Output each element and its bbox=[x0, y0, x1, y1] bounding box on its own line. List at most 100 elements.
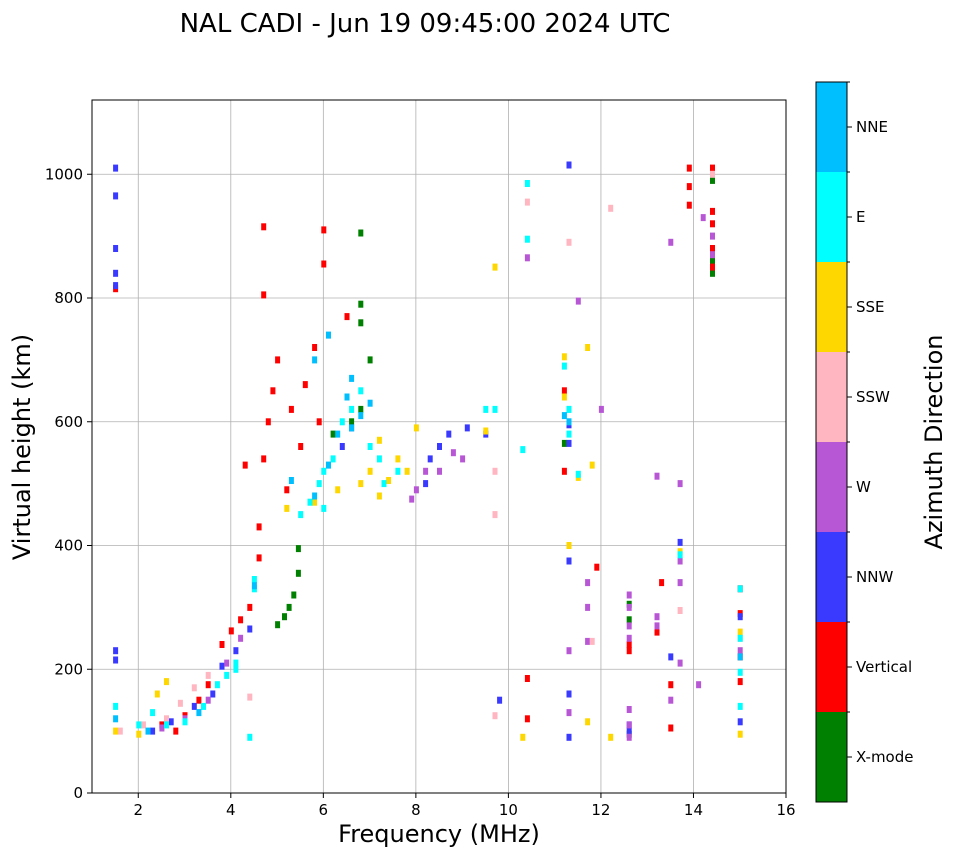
echo-point-vertical bbox=[710, 207, 715, 215]
echo-point-sse bbox=[386, 477, 392, 484]
echo-point-sse bbox=[585, 718, 591, 726]
echo-point-e bbox=[233, 665, 239, 673]
echo-point-vertical bbox=[261, 223, 267, 231]
echo-point-nnw bbox=[339, 443, 345, 450]
chart-title: NAL CADI - Jun 19 09:45:00 2024 UTC bbox=[180, 9, 671, 39]
echo-point-e bbox=[561, 362, 567, 370]
echo-point-x-mode bbox=[710, 269, 715, 277]
echo-point-w bbox=[677, 579, 683, 587]
y-axis-label: Virtual height (km) bbox=[8, 334, 36, 560]
echo-point-vertical bbox=[668, 681, 674, 689]
x-tick-label: 8 bbox=[411, 801, 421, 819]
echo-point-ssw bbox=[164, 715, 169, 723]
echo-point-nne bbox=[196, 709, 202, 717]
echo-point-nnw bbox=[113, 647, 119, 655]
colorbar-label-ssw: SSW bbox=[856, 388, 890, 406]
echo-point-w bbox=[677, 480, 683, 488]
echo-point-x-mode bbox=[358, 229, 364, 237]
y-axis-ticks: 0 200 400 600 800 1000 bbox=[45, 165, 92, 802]
echo-point-vertical bbox=[710, 263, 715, 271]
echo-point-vertical bbox=[626, 647, 632, 655]
colorbar-segment-vertical bbox=[816, 622, 847, 712]
echo-point-w bbox=[626, 721, 632, 729]
echo-point-w bbox=[626, 603, 632, 611]
echo-point-vertical bbox=[302, 381, 308, 389]
echo-point-vertical bbox=[256, 554, 262, 562]
echo-point-nne bbox=[367, 399, 373, 407]
echo-point-sse bbox=[136, 730, 142, 738]
echo-point-e bbox=[395, 467, 401, 475]
echo-point-ssw bbox=[140, 721, 146, 729]
echo-point-ssw bbox=[247, 693, 253, 701]
colorbar-label: Azimuth Direction bbox=[920, 335, 948, 550]
echo-point-nnw bbox=[566, 690, 572, 698]
echo-point-w bbox=[566, 647, 572, 655]
echo-point-x-mode bbox=[710, 176, 715, 184]
echo-point-nnw bbox=[446, 430, 452, 438]
echo-point-nnw bbox=[113, 245, 119, 252]
echo-point-w bbox=[238, 634, 244, 642]
echo-point-w bbox=[668, 696, 674, 704]
echo-point-nnw bbox=[677, 538, 683, 546]
colorbar-segment-nnw bbox=[816, 532, 847, 622]
x-axis-ticks: 2 4 6 8 10 12 14 16 bbox=[133, 793, 796, 819]
echo-point-sse bbox=[589, 461, 595, 469]
echo-point-nnw bbox=[566, 439, 572, 447]
echo-point-x-mode bbox=[286, 603, 292, 611]
echo-point-w bbox=[737, 647, 743, 655]
echo-point-e bbox=[349, 405, 355, 413]
echo-point-ssw bbox=[191, 684, 197, 692]
echo-point-ssw bbox=[492, 712, 498, 720]
echo-point-e bbox=[150, 709, 156, 717]
echo-point-e bbox=[164, 721, 169, 729]
x-tick-label: 16 bbox=[776, 801, 795, 819]
echo-point-nne bbox=[326, 461, 331, 469]
echo-point-w bbox=[205, 696, 211, 704]
echo-point-x-mode bbox=[626, 616, 632, 624]
echo-point-vertical bbox=[524, 675, 530, 682]
echo-point-w bbox=[566, 709, 572, 717]
echo-point-nnw bbox=[737, 613, 743, 621]
echo-point-x-mode bbox=[330, 430, 336, 438]
x-tick-label: 2 bbox=[133, 801, 143, 819]
echo-point-w bbox=[710, 232, 715, 240]
echo-point-vertical bbox=[561, 467, 567, 475]
echo-point-vertical bbox=[321, 226, 327, 234]
echo-point-w bbox=[224, 659, 230, 667]
echo-point-nnw bbox=[113, 282, 119, 290]
echo-point-e bbox=[247, 733, 253, 741]
echo-point-vertical bbox=[594, 563, 600, 571]
colorbar-segment-nne bbox=[816, 82, 847, 172]
echo-point-e bbox=[520, 446, 526, 454]
echo-point-w bbox=[585, 603, 591, 611]
echo-point-nnw bbox=[113, 269, 119, 277]
echo-point-nne bbox=[335, 430, 341, 438]
echo-point-vertical bbox=[242, 461, 248, 469]
x-tick-label: 12 bbox=[591, 801, 610, 819]
x-tick-label: 14 bbox=[684, 801, 703, 819]
echo-point-nnw bbox=[168, 718, 174, 726]
echo-point-w bbox=[585, 637, 591, 645]
echo-point-nnw bbox=[566, 161, 572, 169]
echo-point-e bbox=[381, 480, 387, 488]
echo-point-w bbox=[437, 467, 442, 475]
echo-point-e bbox=[492, 405, 498, 413]
echo-point-w bbox=[460, 455, 466, 463]
echo-point-w bbox=[626, 622, 632, 630]
y-tick-label: 800 bbox=[54, 289, 83, 307]
echo-point-sse bbox=[367, 467, 373, 475]
grid bbox=[92, 100, 787, 794]
echo-point-x-mode bbox=[358, 300, 364, 308]
colorbar: X-mode Vertical NNW W SSW SSE E NNE bbox=[816, 81, 913, 802]
echo-point-vertical bbox=[710, 164, 715, 172]
echo-point-ssw bbox=[117, 727, 123, 735]
echo-point-e bbox=[321, 467, 327, 475]
echo-point-nne bbox=[349, 374, 355, 382]
y-tick-label: 200 bbox=[54, 660, 83, 678]
echo-point-vertical bbox=[196, 696, 202, 704]
echo-point-nnw bbox=[437, 443, 442, 450]
echo-point-ssw bbox=[677, 607, 683, 614]
echo-point-sse bbox=[395, 455, 401, 463]
echo-point-w bbox=[700, 214, 706, 222]
